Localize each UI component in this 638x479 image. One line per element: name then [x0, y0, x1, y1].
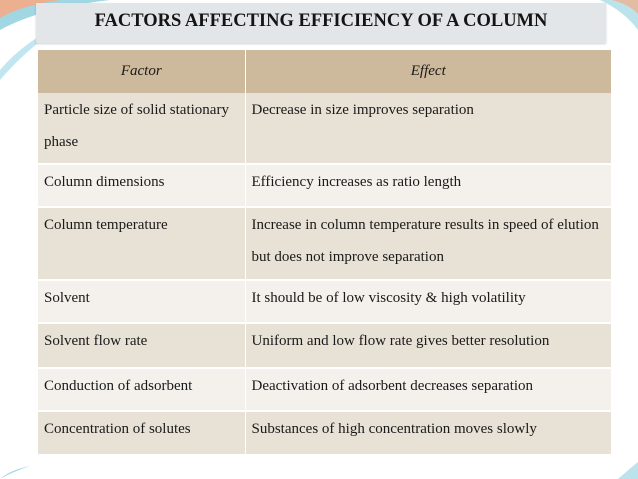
effect-text: Uniform and low flow rate gives better r…: [251, 333, 550, 349]
effect-cell: Efficiency increases as ratio length: [245, 164, 611, 208]
header-effect: Effect: [245, 50, 611, 93]
factor-cell: Particle size of solid stationary phase: [38, 93, 246, 165]
effect-text: It should be of low viscosity & high vol…: [251, 290, 526, 306]
decor-bottom-left: [0, 466, 30, 479]
effect-cell: Increase in column temperature results i…: [245, 207, 611, 281]
factor-cell: Concentration of solutes: [38, 411, 246, 456]
factor-cell: Column temperature: [38, 207, 246, 281]
table-row: Solvent It should be of low viscosity & …: [38, 280, 611, 324]
factor-text: Column temperature: [44, 217, 168, 233]
factor-cell: Column dimensions: [38, 164, 246, 208]
title-bar: FACTORS AFFECTING EFFICIENCY OF A COLUMN: [36, 3, 606, 43]
factors-table: Factor Effect Particle size of solid sta…: [38, 50, 611, 456]
factor-cell: Conduction of adsorbent: [38, 368, 246, 412]
effect-cell: Deactivation of adsorbent decreases sepa…: [245, 368, 611, 412]
table-row: Particle size of solid stationary phase …: [38, 93, 611, 165]
factor-text: Particle size of solid stationary phase: [44, 102, 229, 150]
decor-bottom-right: [618, 462, 638, 479]
effect-text: Efficiency increases as ratio length: [251, 174, 462, 190]
effect-text: Decrease in size improves separation: [251, 102, 474, 118]
decor-swoosh-right-2: [612, 0, 638, 14]
effect-cell: It should be of low viscosity & high vol…: [245, 280, 611, 324]
decor-swoosh-orange: [0, 0, 60, 18]
effect-cell: Uniform and low flow rate gives better r…: [245, 323, 611, 369]
table-row: Column dimensions Efficiency increases a…: [38, 164, 611, 208]
factor-text: Conduction of adsorbent: [44, 378, 193, 394]
effect-cell: Substances of high concentration moves s…: [245, 411, 611, 456]
effect-text: Deactivation of adsorbent decreases sepa…: [251, 378, 534, 394]
decor-swoosh-teal: [0, 0, 110, 30]
effect-cell: Decrease in size improves separation: [245, 93, 611, 165]
slide-title: FACTORS AFFECTING EFFICIENCY OF A COLUMN: [94, 11, 548, 31]
effect-text: Substances of high concentration moves s…: [251, 421, 537, 437]
table-row: Solvent flow rate Uniform and low flow r…: [38, 323, 611, 369]
factor-cell: Solvent: [38, 280, 246, 324]
header-factor: Factor: [38, 50, 246, 93]
table-row: Concentration of solutes Substances of h…: [38, 411, 611, 456]
factor-text: Column dimensions: [44, 174, 165, 190]
factor-text: Concentration of solutes: [44, 421, 191, 437]
table-row: Conduction of adsorbent Deactivation of …: [38, 368, 611, 412]
table-header-row: Factor Effect: [38, 50, 611, 93]
factor-text: Solvent flow rate: [44, 333, 148, 349]
factor-cell: Solvent flow rate: [38, 323, 246, 369]
effect-text: Increase in column temperature results i…: [251, 217, 599, 265]
decor-swoosh-right: [600, 0, 638, 30]
table-row: Column temperature Increase in column te…: [38, 207, 611, 281]
factor-text: Solvent: [44, 290, 90, 306]
